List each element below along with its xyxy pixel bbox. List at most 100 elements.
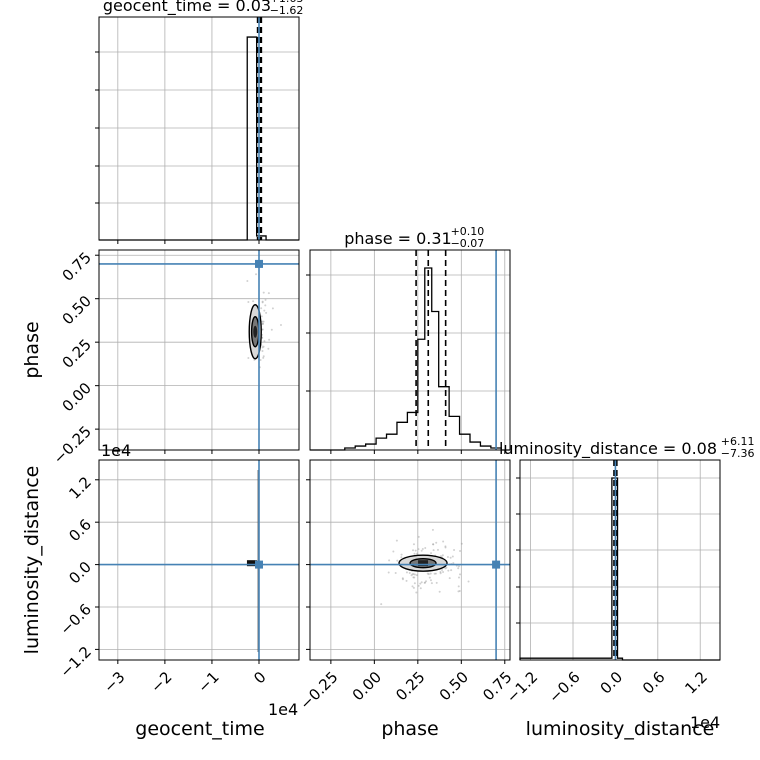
panel-phase-vs-luminosity_distance-sample	[458, 590, 461, 593]
offset-label-luminosity_distance-y: 1e4	[101, 441, 131, 460]
panel-phase-vs-luminosity_distance-sample	[431, 528, 434, 531]
panel-geocent_time-vs-phase-sample	[260, 315, 263, 318]
panel-phase-vs-luminosity_distance-sample	[425, 580, 428, 583]
panel-phase-vs-luminosity_distance-sample	[413, 582, 416, 585]
axis-phase-xticklabel-3: 0.50	[436, 668, 472, 704]
hist-luminosity_distance-step	[519, 477, 720, 661]
panel-phase-vs-luminosity_distance-sample	[405, 571, 408, 574]
panel-phase-vs-luminosity_distance-sample	[412, 543, 415, 546]
panel-phase-vs-luminosity_distance-sample	[439, 572, 442, 575]
axis-phase-y-yticklabel-3: 0.50	[59, 292, 95, 328]
panel-phase-vs-luminosity_distance-sample	[412, 586, 415, 589]
axis-luminosity_distance-y-yticklabel-3: 0.6	[65, 515, 95, 545]
panel-geocent_time-vs-phase-sample	[268, 338, 271, 341]
panel-phase-vs-luminosity_distance-sample	[392, 550, 395, 553]
panel-phase-vs-luminosity_distance-sample	[417, 584, 420, 587]
panel-phase-vs-luminosity_distance-sample	[452, 562, 455, 565]
panel-phase-vs-luminosity_distance-sample	[413, 573, 416, 576]
panel-phase-vs-luminosity_distance-sample	[467, 580, 470, 583]
panel-phase-vs-luminosity_distance-sample	[420, 581, 423, 584]
hist-phase-frame	[309, 249, 511, 451]
title-geocent_time-upper-error: +1.63	[270, 0, 304, 5]
panel-phase-vs-luminosity_distance-sample	[451, 555, 454, 558]
panel-geocent_time-vs-phase-sample	[264, 298, 267, 301]
panel-phase-vs-luminosity_distance-sample	[395, 539, 398, 542]
panel-geocent_time-vs-phase-sample	[262, 320, 265, 323]
axis-geocent_time-xticklabel-3: 0	[250, 668, 269, 687]
panel-geocent_time-vs-phase-sample	[261, 301, 264, 304]
xlabel-luminosity_distance: luminosity_distance	[526, 718, 715, 740]
panel-phase-vs-luminosity_distance-sample	[417, 548, 420, 551]
hist-luminosity_distance-frame	[519, 459, 721, 661]
panel-geocent_time-vs-phase-sample	[261, 349, 264, 352]
axis-luminosity_distance-y-yticklabel-2: 0.0	[65, 558, 95, 588]
title-phase-value: phase = 0.31	[344, 229, 451, 248]
panel-phase-vs-luminosity_distance-sample	[401, 577, 404, 580]
panel-phase-vs-luminosity_distance-sample	[445, 566, 448, 569]
panel-phase-vs-luminosity_distance-sample	[444, 546, 447, 549]
panel-geocent_time-vs-phase-sample	[259, 359, 262, 362]
panel-phase-vs-luminosity_distance-sample	[412, 576, 415, 579]
axis-luminosity_distance-xticklabel-2: 0.0	[597, 668, 627, 698]
panel-geocent_time-vs-phase-sample	[267, 292, 270, 295]
panel-geocent_time-vs-phase-sample	[261, 323, 264, 326]
panel-phase-vs-luminosity_distance-sample	[434, 572, 437, 575]
panel-phase-vs-luminosity_distance-sample	[424, 581, 427, 584]
panel-phase-vs-luminosity_distance-truth-marker	[492, 560, 501, 569]
panel-phase-vs-luminosity_distance-sample	[429, 579, 432, 582]
panel-geocent_time-vs-phase-sample	[262, 291, 265, 294]
axis-phase-y-yticklabel-2: 0.25	[59, 335, 95, 371]
panel-geocent_time-vs-phase-sample	[270, 328, 273, 331]
panel-phase-vs-luminosity_distance-sample	[429, 572, 432, 575]
panel-phase-vs-luminosity_distance-sample	[436, 548, 439, 551]
panel-phase-vs-luminosity_distance-sample	[435, 541, 438, 544]
panel-phase-vs-luminosity_distance-sample	[441, 554, 444, 557]
axis-luminosity_distance-xticklabel-1: −0.6	[545, 668, 583, 706]
panel-phase-vs-luminosity_distance-sample	[387, 571, 390, 574]
panel-phase-vs-luminosity_distance-sample	[444, 545, 447, 548]
panel-phase-vs-luminosity_distance-sample	[457, 567, 460, 570]
axis-phase-xticklabel-0: −0.25	[296, 668, 341, 713]
panel-phase-vs-luminosity_distance-sample	[394, 571, 397, 574]
panel-geocent_time-vs-phase-frame	[98, 249, 300, 451]
panel-phase-vs-luminosity_distance-sample	[412, 549, 415, 552]
title-luminosity_distance-value: luminosity_distance = 0.08	[499, 439, 717, 459]
panel-phase-vs-luminosity_distance-sample	[414, 549, 417, 552]
panel-phase-vs-luminosity_distance-sample	[430, 552, 433, 555]
panel-geocent_time-vs-phase-truth-marker	[255, 259, 263, 268]
panel-phase-vs-luminosity_distance-sample	[457, 590, 460, 593]
panel-phase-vs-luminosity_distance-frame	[309, 459, 511, 661]
hist-phase-step	[310, 267, 510, 451]
title-phase-upper-error: +0.10	[451, 225, 485, 238]
panel-geocent_time-vs-luminosity_distance-truth-marker	[255, 560, 263, 569]
panel-phase-vs-luminosity_distance-density-peak	[418, 560, 429, 567]
hist-geocent_time-frame	[98, 16, 300, 241]
axis-luminosity_distance-xticklabel-4: 1.2	[681, 668, 711, 698]
panel-geocent_time-vs-phase-density-peak	[253, 325, 258, 338]
panel-phase-vs-luminosity_distance-sample	[432, 543, 435, 546]
axis-geocent_time-xticklabel-0: −3	[100, 668, 128, 696]
panel-phase-vs-luminosity_distance-sample	[457, 565, 460, 568]
panel-geocent_time-vs-luminosity_distance-frame	[98, 459, 300, 661]
panel-phase-vs-luminosity_distance-sample	[432, 549, 435, 552]
panel-geocent_time-vs-phase-sample	[271, 307, 274, 310]
panel-phase-vs-luminosity_distance-sample	[428, 576, 431, 579]
panel-geocent_time-vs-phase-sample	[246, 280, 249, 283]
xlabel-geocent_time: geocent_time	[135, 718, 264, 740]
axis-phase-y-yticklabel-1: 0.00	[59, 379, 95, 415]
panel-phase-vs-luminosity_distance-sample	[400, 556, 403, 559]
panel-phase-vs-luminosity_distance-sample	[411, 585, 414, 588]
panel-geocent_time-vs-phase-sample	[262, 356, 265, 359]
panel-phase-vs-luminosity_distance-sample	[442, 571, 445, 574]
panel-geocent_time-vs-phase-sample	[247, 356, 250, 359]
axis-phase-xticklabel-1: 0.00	[349, 668, 385, 704]
panel-phase-vs-luminosity_distance-sample	[396, 559, 399, 562]
offset-label-luminosity_distance-x: 1e4	[690, 713, 720, 732]
panel-phase-vs-luminosity_distance-sample	[388, 559, 391, 562]
xlabel-phase: phase	[381, 718, 438, 740]
panel-geocent_time-vs-phase-sample	[262, 355, 265, 358]
panel-geocent_time-vs-phase-sample	[267, 347, 270, 350]
panel-geocent_time-vs-phase-sample	[260, 307, 263, 310]
axis-phase-y-yticklabel-4: 0.75	[59, 248, 95, 284]
panel-phase-vs-luminosity_distance-sample	[405, 579, 408, 582]
